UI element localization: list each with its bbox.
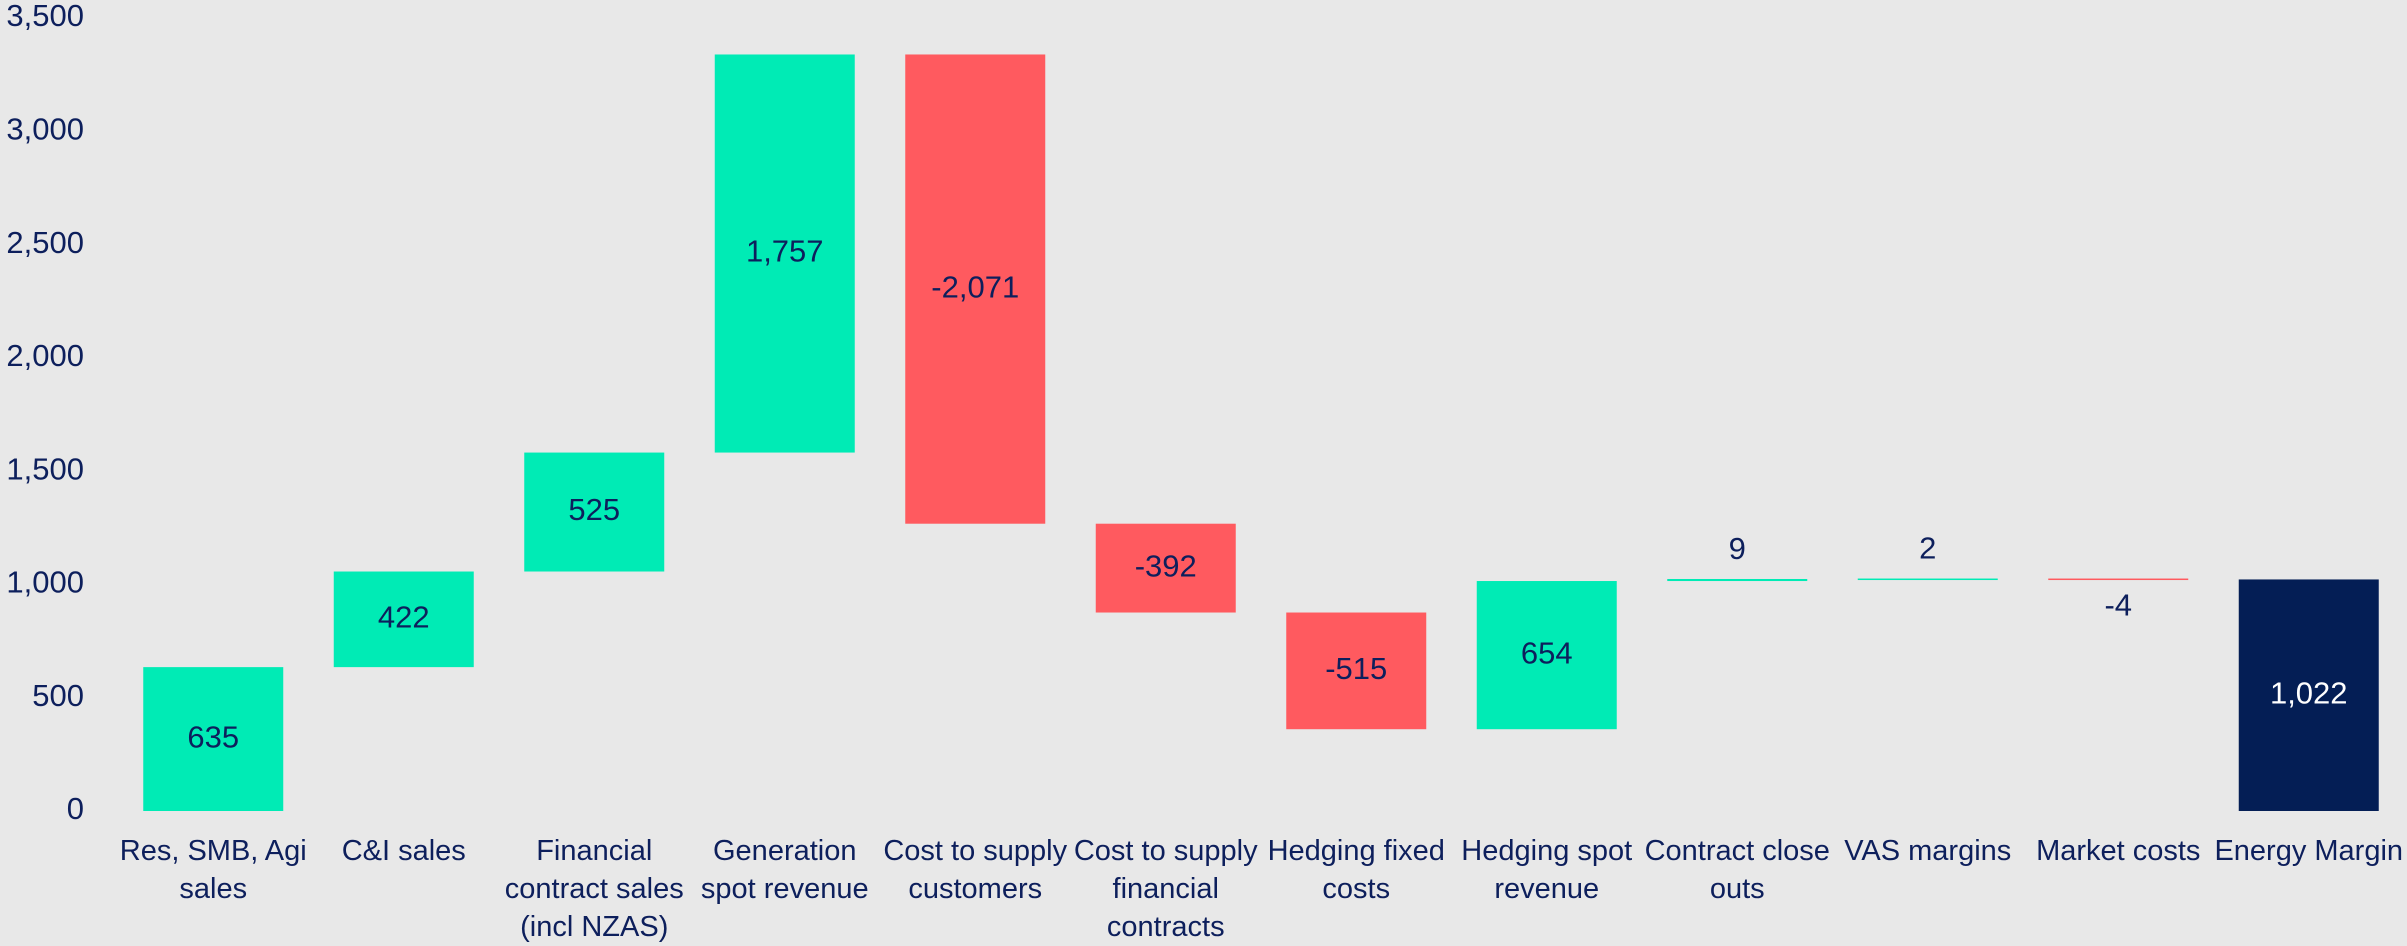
data-label: 1,757 bbox=[746, 234, 824, 269]
bar bbox=[1857, 578, 1998, 581]
y-tick-label: 3,500 bbox=[6, 0, 84, 33]
y-tick-label: 1,500 bbox=[6, 451, 84, 486]
x-tick-label: Hedging spot revenue bbox=[1461, 835, 1633, 905]
bar bbox=[524, 452, 665, 572]
bar bbox=[1095, 523, 1236, 613]
data-label: -4 bbox=[2104, 588, 2132, 623]
data-label: -392 bbox=[1135, 548, 1197, 583]
x-tick-label: Generation spot revenue bbox=[700, 835, 869, 905]
y-tick-label: 1,000 bbox=[6, 565, 84, 600]
data-label: 9 bbox=[1729, 531, 1746, 566]
x-tick-label: VAS margins bbox=[1844, 835, 2012, 867]
data-label: -2,071 bbox=[931, 269, 1019, 304]
y-tick-label: 500 bbox=[32, 678, 84, 713]
data-label: 525 bbox=[568, 492, 620, 527]
x-tick-label: Cost to supply financial contracts bbox=[1073, 835, 1258, 943]
bar bbox=[714, 54, 855, 453]
bar bbox=[1667, 578, 1808, 582]
y-tick-label: 2,500 bbox=[6, 225, 84, 260]
data-label: 1,022 bbox=[2270, 675, 2348, 710]
data-label: 635 bbox=[187, 719, 239, 754]
x-tick-label: Res, SMB, Agi sales bbox=[119, 835, 307, 905]
x-tick-label: Hedging fixed costs bbox=[1267, 835, 1445, 905]
data-label: 654 bbox=[1521, 635, 1573, 670]
bar bbox=[2238, 579, 2379, 811]
data-label: 422 bbox=[378, 600, 430, 635]
bar bbox=[143, 667, 284, 811]
x-tick-label: Contract close outs bbox=[1644, 835, 1830, 905]
bar bbox=[905, 54, 1046, 524]
x-tick-label: Financial contract sales (incl NZAS) bbox=[504, 835, 684, 943]
x-tick-label: Cost to supply customers bbox=[883, 835, 1068, 905]
bar bbox=[2048, 578, 2189, 581]
x-tick-label: Energy Margin bbox=[2214, 835, 2404, 867]
y-tick-label: 0 bbox=[67, 791, 84, 826]
x-tick-label: Market costs bbox=[2036, 835, 2201, 867]
bar bbox=[333, 571, 474, 668]
bar bbox=[1476, 581, 1617, 730]
y-tick-label: 3,000 bbox=[6, 111, 84, 146]
x-tick-label: C&I sales bbox=[341, 835, 466, 867]
bar bbox=[1286, 612, 1427, 730]
data-label: 2 bbox=[1919, 531, 1936, 566]
y-tick-label: 2,000 bbox=[6, 338, 84, 373]
data-label: -515 bbox=[1325, 651, 1387, 686]
